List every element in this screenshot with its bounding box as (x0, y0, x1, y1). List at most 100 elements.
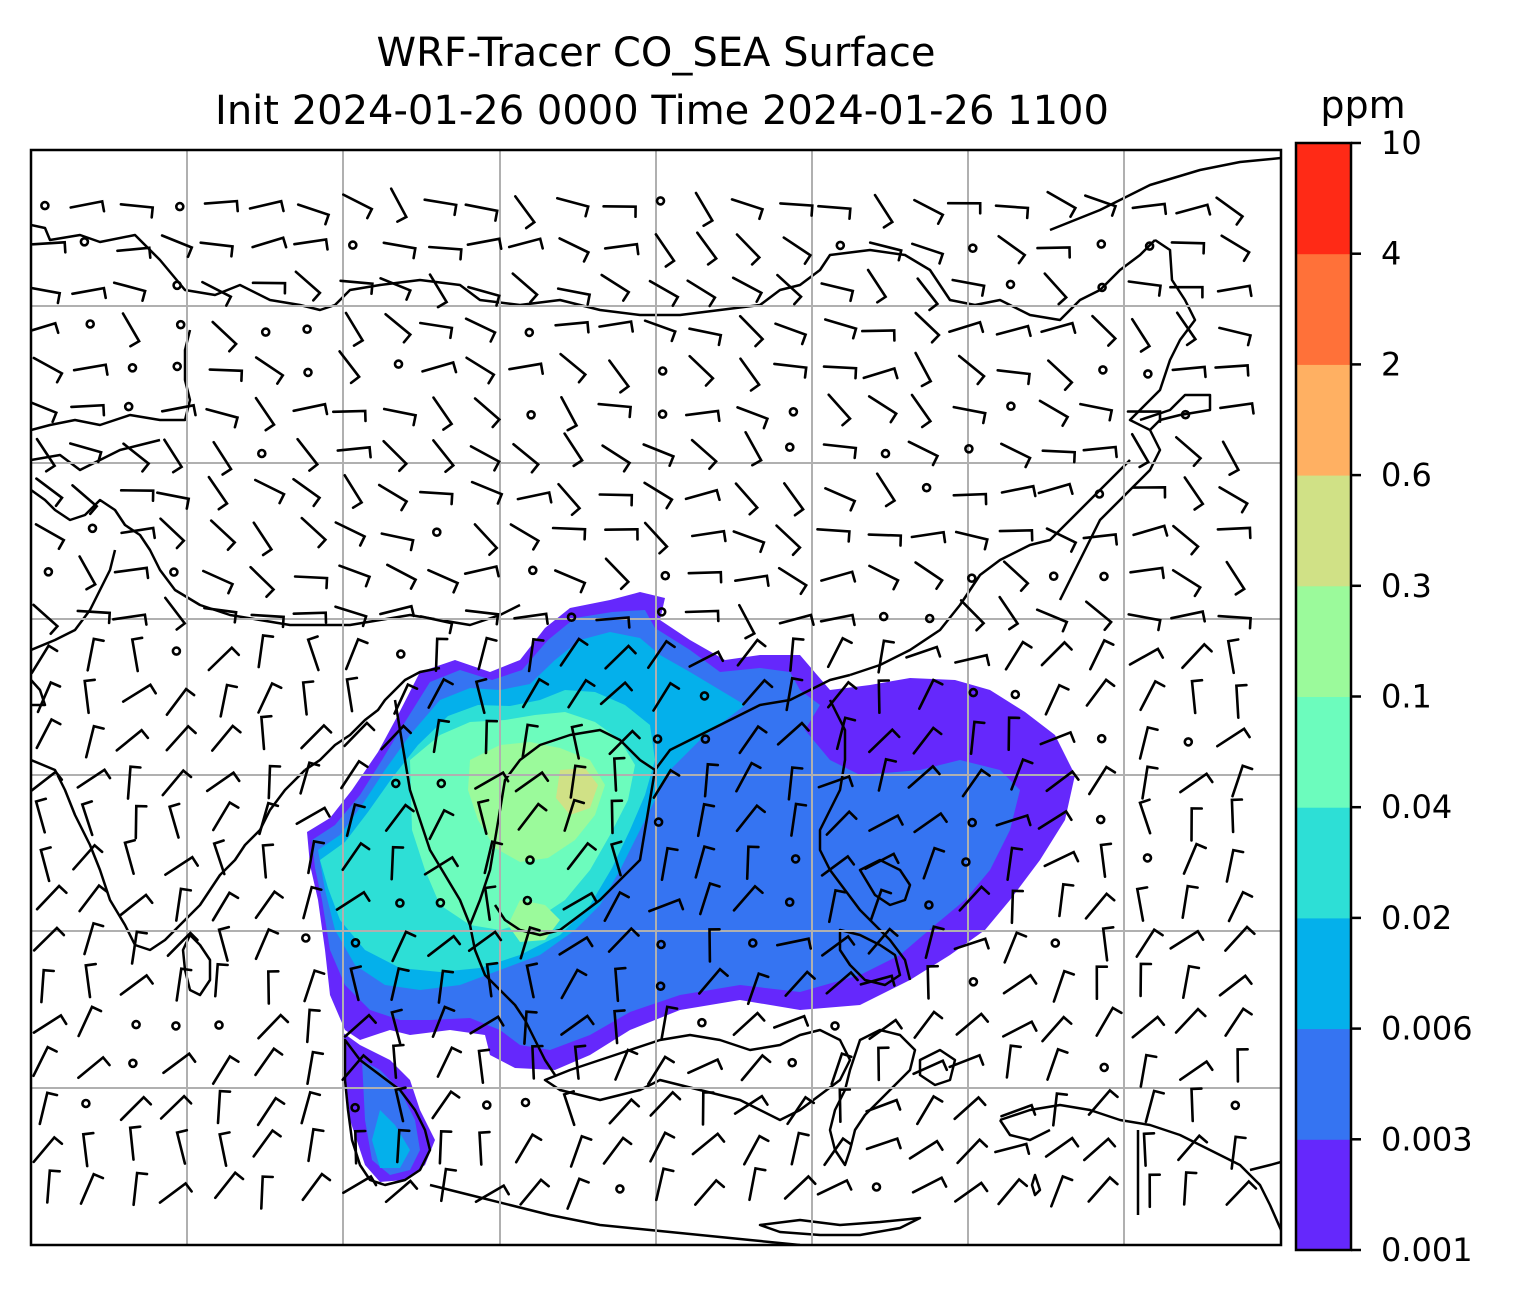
calm-wind-circle (790, 854, 801, 864)
wind-barb (1128, 647, 1165, 666)
wind-barb (428, 273, 449, 309)
calm-wind-circle (1096, 733, 1107, 744)
wind-barb (1139, 962, 1153, 998)
wind-barb (474, 770, 510, 790)
wind-barb (32, 603, 60, 635)
wind-barb (867, 395, 898, 424)
wind-barb (31, 286, 62, 305)
wind-barb (343, 721, 376, 748)
wind-barb (40, 968, 55, 1004)
wind-barb (436, 1045, 463, 1078)
wind-barb (822, 443, 858, 460)
wind-barb (257, 1013, 290, 1040)
wind-barb (216, 1089, 232, 1125)
wind-barb (84, 962, 97, 999)
wind-barb (732, 530, 766, 554)
wind-barb (339, 279, 374, 295)
wind-barb (119, 1095, 153, 1122)
wind-barb (164, 855, 199, 876)
wind-barb (859, 974, 896, 987)
wind-barb (738, 603, 757, 640)
calm-wind-circle (655, 196, 666, 206)
wind-barb (1099, 842, 1113, 878)
wind-barb (69, 442, 103, 464)
wind-barb (789, 637, 805, 672)
wind-barb (254, 927, 280, 961)
wind-barb (292, 611, 328, 624)
calm-wind-circle (1094, 489, 1105, 499)
wind-barb (1039, 730, 1076, 746)
calm-wind-circle (788, 406, 799, 417)
wind-barb (72, 363, 109, 376)
wind-barb (1052, 1092, 1069, 1127)
wind-barb (1131, 485, 1167, 499)
wind-barb (601, 444, 632, 473)
wind-barb (1230, 798, 1244, 834)
wind-barb (1040, 640, 1073, 667)
wind-barb (1216, 284, 1253, 298)
calm-wind-circle (1096, 239, 1107, 249)
wind-barb (1004, 640, 1033, 671)
wind-barb (918, 678, 944, 710)
wind-barb (390, 845, 405, 881)
wind-barb (1101, 926, 1115, 962)
wind-barb (1181, 884, 1199, 919)
wind-barb (335, 890, 371, 911)
wind-barb (1052, 969, 1076, 1003)
wind-barb (69, 199, 106, 213)
wind-barb (1175, 203, 1212, 216)
wind-barb (821, 934, 856, 957)
wind-barb (1000, 1103, 1037, 1118)
wind-barb (256, 1096, 286, 1127)
wind-barb (1050, 1174, 1074, 1208)
plume-level-0.3 (556, 768, 598, 815)
wind-barb (875, 472, 897, 508)
wind-barb (165, 724, 197, 752)
wind-barb (696, 802, 716, 838)
wind-barb (128, 1125, 142, 1161)
wind-barb (826, 636, 853, 669)
wind-barb (556, 196, 590, 218)
wind-barb (467, 285, 501, 307)
wind-barb (212, 839, 226, 876)
wind-barb (1225, 1179, 1258, 1206)
wind-barb (1182, 842, 1207, 875)
wind-barb (1083, 1136, 1117, 1162)
wind-barb (1130, 433, 1151, 469)
wind-barb (735, 761, 762, 793)
wind-barb (1190, 678, 1204, 715)
wind-barb (208, 368, 244, 383)
wind-barb (562, 891, 598, 911)
calm-wind-circle (967, 243, 978, 253)
calm-wind-circle (871, 1182, 882, 1192)
wind-barb (379, 277, 413, 301)
wind-barb (820, 570, 857, 583)
wind-barb (1082, 533, 1118, 546)
colorbar-segment (1296, 143, 1351, 255)
wind-barb (341, 841, 371, 871)
wind-barb (423, 855, 459, 876)
wind-barb (556, 287, 592, 306)
calm-wind-circle (40, 200, 50, 211)
wind-barb (76, 609, 112, 625)
wind-barb (1003, 931, 1028, 964)
wind-barb (252, 1128, 282, 1158)
wind-barb (1218, 486, 1249, 514)
wind-barb (1175, 436, 1203, 468)
wind-barb (652, 681, 681, 712)
wind-barb (119, 489, 155, 502)
wind-barb (344, 311, 365, 347)
wind-barb (708, 928, 721, 963)
wind-barb (822, 365, 858, 380)
wind-barb (604, 527, 639, 541)
wind-barb (961, 768, 991, 798)
wind-barb (698, 967, 729, 995)
wind-barb (694, 1178, 726, 1206)
wind-barb (877, 639, 895, 674)
wind-barb (563, 432, 584, 468)
wind-barb (953, 937, 990, 951)
wind-barb (913, 198, 945, 225)
wind-barb (511, 272, 539, 304)
wind-barb (332, 409, 367, 423)
wind-barb (35, 477, 64, 508)
